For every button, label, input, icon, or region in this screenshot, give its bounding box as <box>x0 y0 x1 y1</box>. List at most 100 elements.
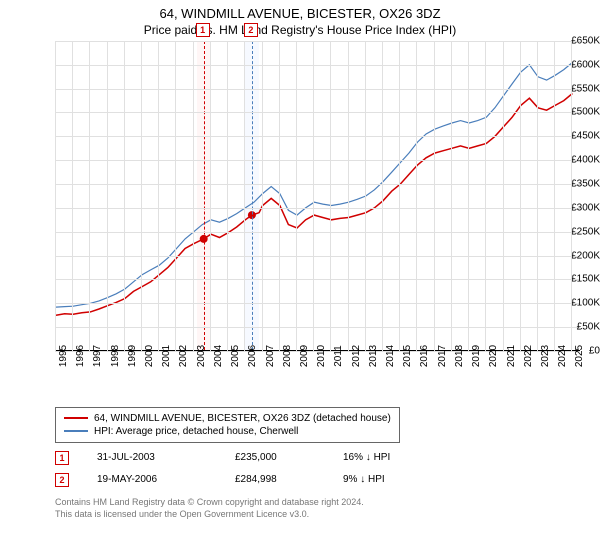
y-gridline <box>55 112 580 113</box>
x-gridline <box>348 41 349 351</box>
sale-row: 219-MAY-2006£284,9989% ↓ HPI <box>55 473 600 487</box>
x-tick-label: 1995 <box>58 345 69 367</box>
x-tick-label: 2008 <box>282 345 293 367</box>
x-gridline <box>296 41 297 351</box>
x-tick-label: 2021 <box>506 345 517 367</box>
y-tick-label: £400K <box>549 155 600 166</box>
x-tick-label: 1998 <box>110 345 121 367</box>
chart-container: 64, WINDMILL AVENUE, BICESTER, OX26 3DZ … <box>0 0 600 560</box>
sale-date: 31-JUL-2003 <box>97 452 207 463</box>
y-tick-label: £250K <box>549 226 600 237</box>
chart-subtitle: Price paid vs. HM Land Registry's House … <box>0 23 600 41</box>
x-tick-label: 2016 <box>419 345 430 367</box>
x-gridline <box>399 41 400 351</box>
x-tick-label: 2006 <box>247 345 258 367</box>
y-gridline <box>55 279 580 280</box>
x-gridline <box>382 41 383 351</box>
x-gridline <box>451 41 452 351</box>
sale-delta: 9% ↓ HPI <box>343 474 385 485</box>
x-tick-label: 2001 <box>161 345 172 367</box>
x-gridline <box>193 41 194 351</box>
x-gridline <box>537 41 538 351</box>
x-gridline <box>554 41 555 351</box>
chart-area: £0£50K£100K£150K£200K£250K£300K£350K£400… <box>0 41 600 401</box>
x-gridline <box>262 41 263 351</box>
x-tick-label: 2004 <box>213 345 224 367</box>
x-tick-label: 2003 <box>196 345 207 367</box>
x-tick-label: 2005 <box>230 345 241 367</box>
legend-label: HPI: Average price, detached house, Cher… <box>94 426 298 437</box>
y-gridline <box>55 208 580 209</box>
footer-line-1: Contains HM Land Registry data © Crown c… <box>55 497 600 509</box>
x-gridline <box>124 41 125 351</box>
y-gridline <box>55 65 580 66</box>
x-gridline <box>468 41 469 351</box>
x-tick-label: 2011 <box>333 345 344 367</box>
x-tick-label: 2022 <box>523 345 534 367</box>
sale-price: £235,000 <box>235 452 315 463</box>
sale-delta: 16% ↓ HPI <box>343 452 390 463</box>
x-gridline <box>107 41 108 351</box>
legend-swatch <box>64 430 88 432</box>
y-gridline <box>55 256 580 257</box>
sale-marker-box: 1 <box>196 23 210 37</box>
y-gridline <box>55 184 580 185</box>
x-tick-label: 2013 <box>368 345 379 367</box>
footer-line-2: This data is licensed under the Open Gov… <box>55 509 600 521</box>
x-tick-label: 2010 <box>316 345 327 367</box>
x-tick-label: 1997 <box>92 345 103 367</box>
x-tick-label: 2017 <box>437 345 448 367</box>
x-tick-label: 2012 <box>351 345 362 367</box>
plot-area <box>55 41 580 351</box>
y-tick-label: £350K <box>549 178 600 189</box>
y-tick-label: £100K <box>549 298 600 309</box>
x-gridline <box>175 41 176 351</box>
x-gridline <box>365 41 366 351</box>
x-tick-label: 2020 <box>488 345 499 367</box>
x-tick-label: 2019 <box>471 345 482 367</box>
x-tick-label: 2015 <box>402 345 413 367</box>
footer: Contains HM Land Registry data © Crown c… <box>55 497 600 520</box>
x-tick-label: 2002 <box>178 345 189 367</box>
y-gridline <box>55 89 580 90</box>
x-tick-label: 2009 <box>299 345 310 367</box>
x-tick-label: 1996 <box>75 345 86 367</box>
y-gridline <box>55 327 580 328</box>
legend-item: HPI: Average price, detached house, Cher… <box>64 425 391 438</box>
y-gridline <box>55 303 580 304</box>
x-gridline <box>313 41 314 351</box>
x-gridline <box>89 41 90 351</box>
x-tick-label: 2007 <box>265 345 276 367</box>
y-gridline <box>55 232 580 233</box>
y-gridline <box>55 41 580 42</box>
x-tick-label: 2014 <box>385 345 396 367</box>
x-gridline <box>330 41 331 351</box>
x-gridline <box>244 41 245 351</box>
y-tick-label: £50K <box>549 322 600 333</box>
y-gridline <box>55 160 580 161</box>
x-tick-label: 2025 <box>574 345 585 367</box>
y-tick-label: £150K <box>549 274 600 285</box>
x-tick-label: 1999 <box>127 345 138 367</box>
x-gridline <box>55 41 56 351</box>
x-gridline <box>210 41 211 351</box>
x-gridline <box>571 41 572 351</box>
legend-label: 64, WINDMILL AVENUE, BICESTER, OX26 3DZ … <box>94 413 391 424</box>
legend-swatch <box>64 417 88 419</box>
sale-row: 131-JUL-2003£235,00016% ↓ HPI <box>55 451 600 465</box>
sale-price: £284,998 <box>235 474 315 485</box>
y-gridline <box>55 136 580 137</box>
x-gridline <box>485 41 486 351</box>
y-tick-label: £300K <box>549 202 600 213</box>
x-gridline <box>503 41 504 351</box>
x-gridline <box>279 41 280 351</box>
x-tick-label: 2018 <box>454 345 465 367</box>
x-tick-label: 2023 <box>540 345 551 367</box>
x-gridline <box>72 41 73 351</box>
x-gridline <box>434 41 435 351</box>
x-gridline <box>158 41 159 351</box>
x-tick-label: 2000 <box>144 345 155 367</box>
y-tick-label: £200K <box>549 250 600 261</box>
sale-index-box: 2 <box>55 473 69 487</box>
sale-marker-box: 2 <box>244 23 258 37</box>
